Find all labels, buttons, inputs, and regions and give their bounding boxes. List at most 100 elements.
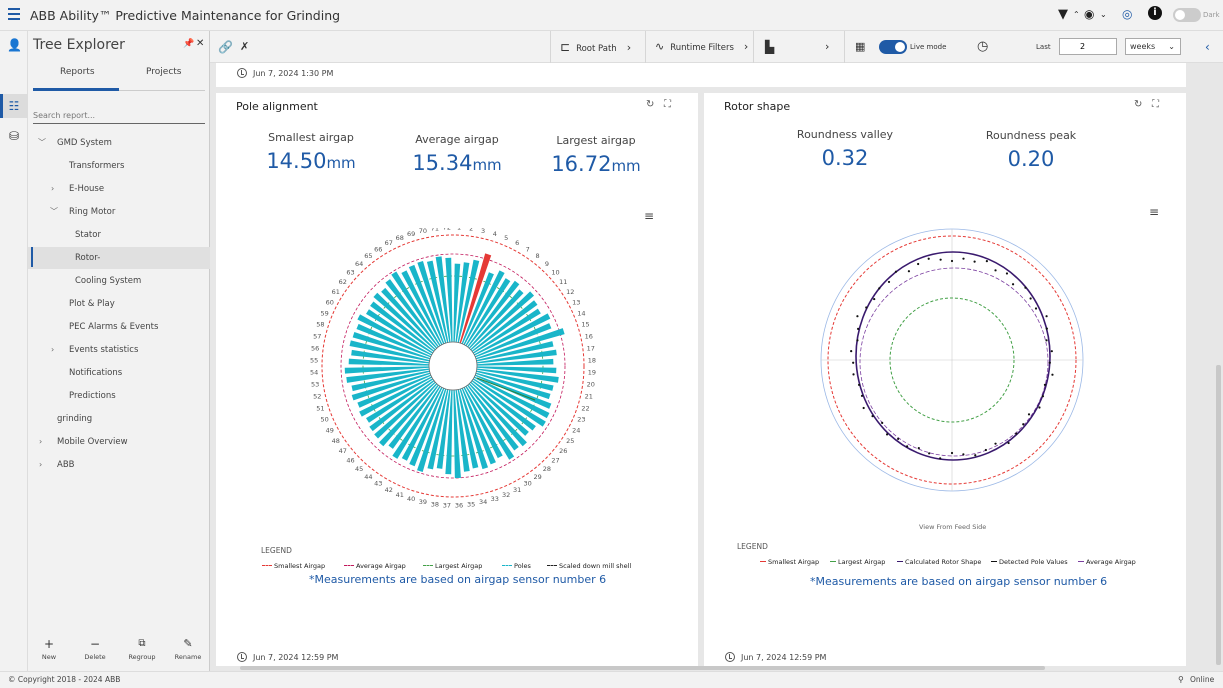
dark-mode-toggle[interactable] — [1173, 8, 1201, 22]
collapse-chevron-icon[interactable]: ‹ — [1205, 40, 1210, 54]
pole-value-dot-49 — [887, 280, 891, 284]
search-report-input[interactable] — [33, 108, 205, 124]
tree-node-abb[interactable]: › ABB — [28, 455, 210, 475]
period-select[interactable]: weeks ⌄ — [1125, 38, 1181, 55]
pole-label-33: 33 — [491, 495, 499, 503]
chevron-up-icon[interactable]: ⌃ — [1073, 10, 1080, 19]
pole-bar-50 — [357, 374, 432, 408]
tree-node-e-house[interactable]: › E-House — [28, 179, 210, 199]
pin-icon[interactable]: 📌 — [183, 39, 195, 49]
tree-node-plot-play[interactable]: Plot & Play — [69, 299, 115, 309]
chart-type-icon[interactable]: ▙ — [765, 40, 775, 54]
chevron-down-icon[interactable]: ﹀ — [50, 207, 58, 216]
tree-node-stator[interactable]: Stator — [75, 230, 101, 240]
legend-detected-pole-values: Detected Pole Values — [991, 558, 1068, 566]
pole-label-4: 4 — [493, 230, 497, 238]
hamburger-menu-icon[interactable] — [8, 8, 20, 20]
chevron-right-icon[interactable]: › — [51, 345, 55, 354]
pole-bar-18 — [476, 358, 554, 366]
pole-label-8: 8 — [536, 252, 540, 260]
delete-button[interactable]: − Delete — [77, 637, 113, 661]
pole-bar-28 — [468, 383, 527, 447]
tree-node-notifications[interactable]: Notifications — [69, 368, 123, 378]
chart-menu-icon[interactable]: ≡ — [1149, 205, 1160, 219]
tree-node-ring-motor[interactable]: ﹀ Ring Motor — [28, 202, 210, 222]
link-icon[interactable]: 🔗 — [218, 40, 233, 54]
largest-airgap-metric: Largest airgap 16.72mm — [551, 134, 641, 176]
pole-value-dot-53 — [927, 257, 930, 260]
tree-node-grinding[interactable]: grinding — [57, 414, 93, 424]
pole-value-dot-48 — [878, 287, 881, 290]
clock-icon[interactable]: ◷ — [977, 39, 989, 54]
chevron-right-icon[interactable]: › — [51, 184, 55, 193]
pole-label-21: 21 — [585, 393, 593, 401]
live-mode-toggle[interactable] — [879, 40, 907, 54]
pole-value-dot-46 — [865, 306, 868, 309]
new-button[interactable]: + New — [31, 637, 67, 661]
tree-tabs: Reports Projects — [33, 61, 205, 91]
previous-widget-footer: Jun 7, 2024 1:30 PM — [216, 63, 1186, 87]
eye-icon[interactable]: ◎ — [1122, 7, 1133, 21]
tree-node-rotor-selected[interactable]: Rotor- — [28, 247, 210, 269]
vertical-scrollbar[interactable] — [1216, 365, 1221, 665]
chevron-down-icon[interactable]: ﹀ — [38, 138, 46, 147]
pole-bar-65 — [385, 279, 439, 348]
chevron-down-icon[interactable]: ⌄ — [1100, 10, 1107, 19]
chart-menu-icon[interactable]: ≡ — [644, 209, 655, 223]
pole-value-dot-52 — [917, 262, 920, 266]
filter-icon[interactable]: ▼ — [1058, 7, 1068, 22]
pole-bar-56 — [351, 349, 430, 364]
pole-bar-48 — [366, 378, 434, 423]
chevron-right-icon: › — [626, 41, 632, 54]
tab-projects[interactable]: Projects — [146, 67, 182, 77]
tree-node-transformers[interactable]: Transformers — [69, 161, 125, 171]
pole-value-dot-35 — [881, 421, 884, 424]
close-icon[interactable]: ✕ — [196, 38, 205, 49]
average-airgap-ring — [340, 253, 566, 479]
pole-value-dot-14 — [1050, 350, 1053, 353]
pole-value-dot-2 — [962, 257, 965, 260]
tree-node-mobile-overview[interactable]: › Mobile Overview — [28, 432, 210, 452]
pole-alignment-title: Pole alignment — [236, 100, 318, 113]
pole-bar-22 — [475, 372, 551, 400]
tree-node-gmd-system[interactable]: ﹀ GMD System — [28, 133, 210, 153]
pole-label-7: 7 — [526, 245, 530, 253]
pole-bar-67 — [401, 270, 443, 346]
tree-node-events-statistics[interactable]: › Events statistics — [28, 340, 210, 360]
pole-label-72: 72 — [443, 228, 451, 232]
pole-value-dot-43 — [856, 339, 859, 342]
tree-explorer-icon[interactable]: ☷ — [8, 99, 20, 113]
chevron-right-icon[interactable]: › — [825, 40, 830, 53]
calendar-icon[interactable]: ▦ — [855, 40, 866, 53]
expand-icon[interactable]: ⛶ — [1152, 99, 1159, 110]
tree-node-cooling-system[interactable]: Cooling System — [75, 276, 142, 286]
unpin-icon[interactable]: ✗ — [240, 40, 250, 53]
tree-node-predictions[interactable]: Predictions — [69, 391, 116, 401]
pole-bar-8 — [467, 280, 520, 348]
rename-button[interactable]: ✎ Rename — [170, 637, 206, 661]
tree-node-pec-alarms[interactable]: PEC Alarms & Events — [69, 322, 159, 332]
root-path-button[interactable]: ⊏ Root Path › — [560, 40, 632, 54]
pole-bar-41 — [409, 387, 445, 467]
pole-bar-21 — [476, 370, 554, 391]
pole-value-dot-22 — [1015, 432, 1018, 435]
pole-label-60: 60 — [326, 298, 334, 306]
refresh-icon[interactable]: ↻ — [646, 99, 655, 110]
chevron-right-icon[interactable]: › — [39, 460, 43, 469]
user-account-icon[interactable]: ◉ — [1084, 7, 1095, 21]
info-icon[interactable]: i — [1148, 6, 1162, 20]
tab-reports[interactable]: Reports — [60, 67, 95, 77]
expand-icon[interactable]: ⛶ — [664, 99, 671, 110]
database-icon[interactable]: ⛁ — [8, 129, 20, 143]
horizontal-scrollbar[interactable] — [240, 666, 1045, 670]
runtime-filters-button[interactable]: ∿ Runtime Filters › — [655, 40, 749, 53]
rail-item-tree-selected[interactable] — [0, 94, 28, 118]
pole-value-dot-37 — [862, 406, 865, 410]
chevron-right-icon[interactable]: › — [39, 437, 43, 446]
last-value-input[interactable] — [1059, 38, 1117, 55]
regroup-button[interactable]: ⧉ Regroup — [124, 637, 160, 661]
pole-label-20: 20 — [587, 381, 595, 389]
last-label: Last — [1036, 43, 1051, 51]
user-profile-icon[interactable]: 👤 — [7, 38, 22, 52]
refresh-icon[interactable]: ↻ — [1134, 99, 1143, 110]
